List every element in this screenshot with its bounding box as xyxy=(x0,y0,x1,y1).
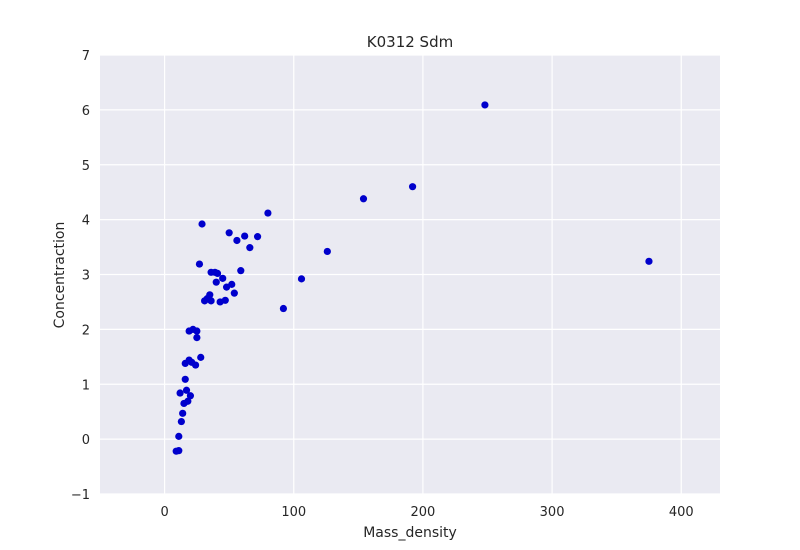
data-point xyxy=(279,304,288,313)
data-point xyxy=(193,327,201,335)
tick-labels: 0 100 200 300 400 −1 0 1 2 3 4 5 6 7 xyxy=(71,49,694,520)
data-point xyxy=(179,409,187,417)
data-point xyxy=(297,275,306,283)
chart-title: K0312 Sdm xyxy=(367,33,453,51)
data-point xyxy=(193,334,201,342)
x-tick-label: 200 xyxy=(411,505,436,520)
data-point xyxy=(408,183,417,191)
y-tick-label: 5 xyxy=(82,159,90,174)
data-point xyxy=(184,397,192,405)
y-axis-label: Concentraction xyxy=(52,222,68,329)
data-points xyxy=(172,101,653,455)
y-tick-label: −1 xyxy=(71,488,90,503)
y-tick-label: 4 xyxy=(82,214,90,229)
y-tick-label: 2 xyxy=(82,323,90,338)
data-point xyxy=(233,236,241,245)
x-tick-label: 400 xyxy=(669,505,694,520)
data-point xyxy=(182,386,191,394)
data-point xyxy=(219,274,227,282)
x-tick-label: 300 xyxy=(540,505,565,520)
data-point xyxy=(198,220,206,228)
data-point xyxy=(195,260,204,268)
x-tick-label: 0 xyxy=(160,505,168,520)
data-point xyxy=(323,247,331,256)
data-point xyxy=(225,229,233,237)
y-tick-label: 6 xyxy=(82,104,90,119)
data-point xyxy=(186,392,195,400)
data-point xyxy=(359,195,368,203)
data-point xyxy=(197,353,205,361)
data-point xyxy=(175,432,183,440)
data-point xyxy=(176,389,184,397)
y-tick-label: 0 xyxy=(82,433,90,448)
data-point xyxy=(175,447,183,455)
y-tick-label: 3 xyxy=(82,269,90,284)
data-point xyxy=(481,101,489,109)
data-point xyxy=(264,209,272,217)
data-point xyxy=(237,267,245,275)
data-point xyxy=(228,280,236,288)
data-point xyxy=(645,257,653,265)
data-point xyxy=(206,291,214,299)
y-tick-label: 7 xyxy=(82,49,90,64)
grid-lines xyxy=(100,54,720,495)
x-axis-label: Mass_density xyxy=(363,525,457,541)
data-point xyxy=(212,278,220,286)
data-point xyxy=(177,417,185,426)
y-tick-label: 1 xyxy=(82,378,90,393)
data-point xyxy=(191,361,200,369)
data-point xyxy=(253,233,262,241)
data-point xyxy=(207,297,215,305)
data-point xyxy=(221,296,229,304)
data-point xyxy=(246,244,254,252)
x-tick-label: 100 xyxy=(281,505,306,520)
data-point xyxy=(241,232,249,240)
data-point xyxy=(181,375,189,383)
data-point xyxy=(213,269,222,278)
data-point xyxy=(230,289,238,297)
